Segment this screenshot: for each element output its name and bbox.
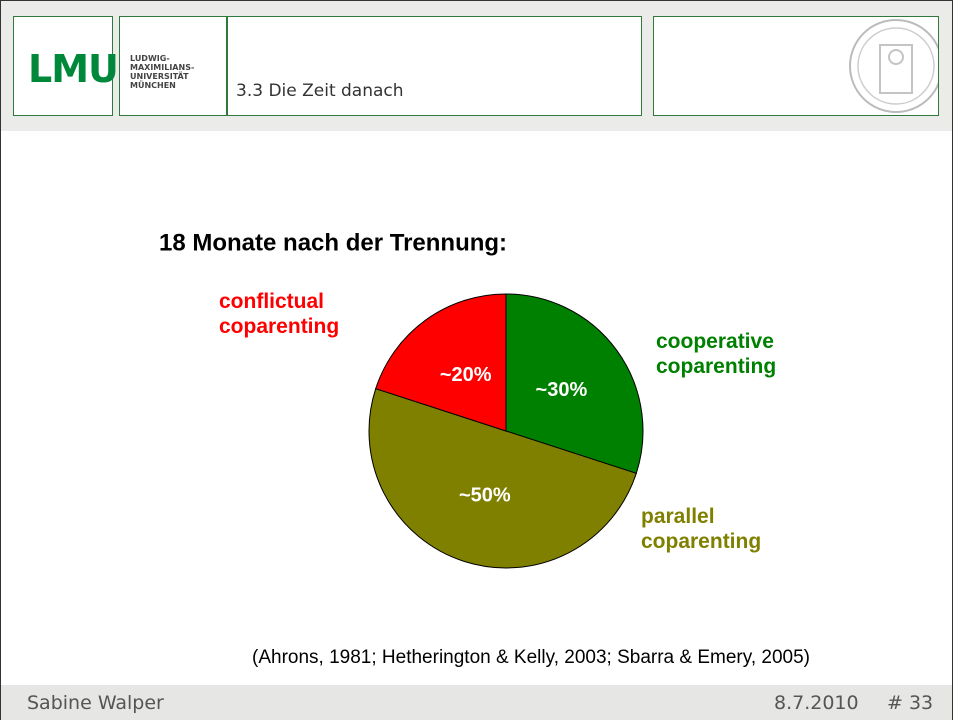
- header: LMU LUDWIG- MAXIMILIANS- UNIVERSITÄT MÜNCHE…: [1, 1, 952, 131]
- footer: Sabine Walper 8.7.2010 # 33: [1, 685, 952, 720]
- value-label: ~30%: [536, 379, 588, 401]
- university-box: LUDWIG- MAXIMILIANS- UNIVERSITÄT MÜNCHEN: [119, 16, 227, 116]
- university-line: MÜNCHEN: [130, 81, 176, 90]
- section-title: 3.3 Die Zeit danach: [236, 81, 404, 101]
- citation: (Ahrons, 1981; Hetherington & Kelly, 200…: [252, 647, 810, 668]
- value-label: ~20%: [440, 364, 492, 386]
- seal-box: [653, 16, 939, 116]
- category-label: parallel coparenting: [641, 505, 762, 553]
- university-line: LUDWIG-: [130, 54, 170, 63]
- category-label: cooperative coparenting: [656, 330, 777, 378]
- university-line: MAXIMILIANS-: [130, 63, 195, 72]
- pie-slice: [505, 293, 644, 474]
- university-line: UNIVERSITÄT: [130, 72, 189, 81]
- logo-box: LMU: [13, 16, 119, 116]
- university-name: LUDWIG- MAXIMILIANS- UNIVERSITÄT MÜNCHEN: [130, 54, 194, 90]
- seal: [849, 19, 938, 113]
- pie-slice: [368, 388, 637, 569]
- footer-date: 8.7.2010: [774, 692, 859, 714]
- footer-author: Sabine Walper: [27, 692, 164, 714]
- value-label: ~50%: [459, 484, 511, 506]
- category-label: conflictual coparenting: [219, 290, 340, 338]
- logo: LMU: [28, 47, 119, 91]
- section-box: 3.3 Die Zeit danach: [227, 16, 642, 116]
- pie-slice: [375, 293, 507, 432]
- chart: 18 Monate nach der Trennung: (Ahrons, 19…: [159, 229, 810, 668]
- chart-title: 18 Monate nach der Trennung:: [159, 229, 507, 256]
- footer-page: # 33: [887, 692, 934, 714]
